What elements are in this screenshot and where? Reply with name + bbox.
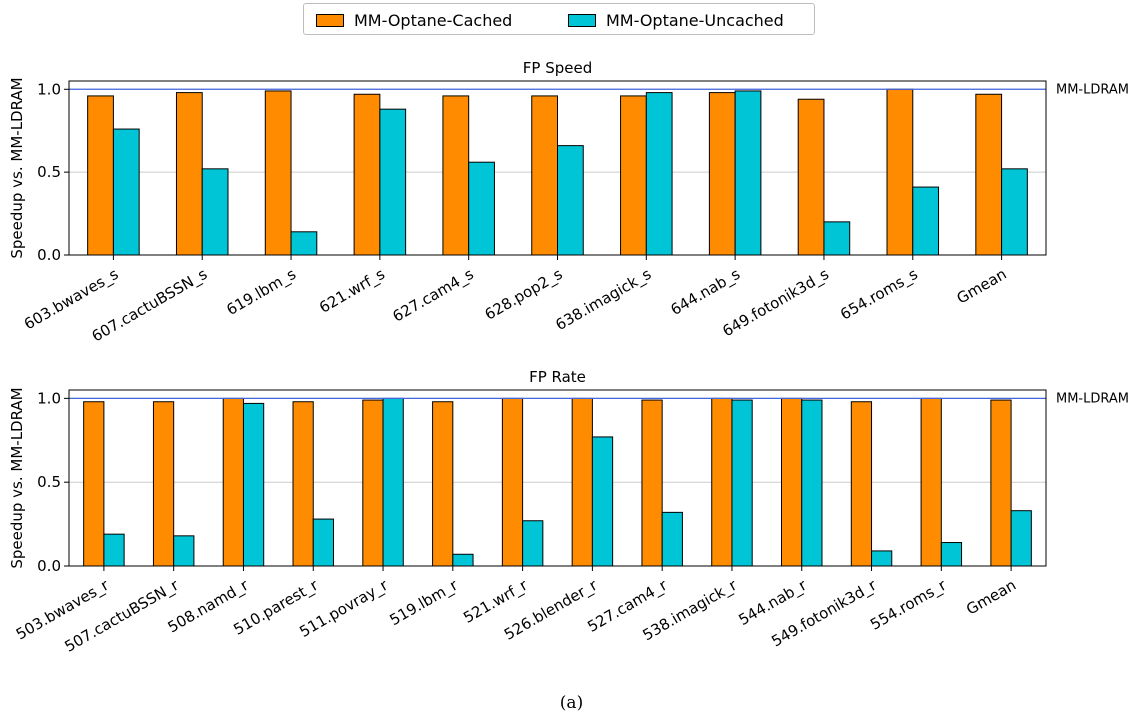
rate-bar-uncached-13 xyxy=(1010,510,1032,567)
speed-xtick-label: 654.roms_s xyxy=(837,265,921,325)
rate-bar-cached-9 xyxy=(711,397,733,567)
figure-caption: (a) xyxy=(559,693,584,713)
speed-bar-uncached-6 xyxy=(645,92,673,256)
speed-bar-uncached-5 xyxy=(557,145,584,256)
speed-ytick-label: 1.0 xyxy=(37,80,61,98)
rate-bar-uncached-10 xyxy=(801,399,823,567)
rate-xtick-label: 507.cactuBSSN_r xyxy=(61,575,182,656)
speed-bar-cached-0 xyxy=(87,95,114,256)
rate-ytick-label: 0.5 xyxy=(37,473,61,491)
speed-bar-cached-7 xyxy=(708,92,736,256)
rate-ylabel: Speedup vs. MM-LDRAM xyxy=(8,387,26,568)
rate-bar-uncached-5 xyxy=(452,553,474,567)
speed-bar-cached-6 xyxy=(620,95,647,256)
speed-reference-label: MM-LDRAM xyxy=(1056,82,1129,97)
rate-bar-cached-1 xyxy=(152,401,175,567)
rate-title: FP Rate xyxy=(529,368,586,386)
rate-bar-uncached-2 xyxy=(242,402,265,567)
rate-bar-uncached-8 xyxy=(661,511,683,567)
speed-bar-uncached-8 xyxy=(823,221,851,256)
speed-xtick-label: Gmean xyxy=(954,265,1010,308)
rate-bar-cached-4 xyxy=(362,399,384,567)
speed-ylabel: Speedup vs. MM-LDRAM xyxy=(8,77,26,258)
rate-bar-cached-0 xyxy=(83,401,105,567)
speed-bar-uncached-10 xyxy=(1001,168,1028,256)
rate-xtick-label: 519.lbm_r xyxy=(387,575,462,630)
rate-bar-cached-3 xyxy=(292,401,314,567)
rate-bar-cached-11 xyxy=(850,401,873,567)
rate-ytick-label: 0.0 xyxy=(37,557,61,575)
speed-bar-cached-1 xyxy=(175,92,203,256)
legend-item-uncached: MM-Optane-Uncached xyxy=(568,10,784,30)
rate-bar-cached-10 xyxy=(781,397,803,567)
legend-item-cached: MM-Optane-Cached xyxy=(316,10,512,30)
rate-bar-uncached-0 xyxy=(103,533,125,567)
speed-bar-cached-4 xyxy=(442,95,470,256)
speed-bar-uncached-3 xyxy=(379,108,407,256)
speed-ytick-label: 0.0 xyxy=(37,246,61,264)
rate-bar-uncached-1 xyxy=(173,535,195,567)
speed-xtick-label: 628.pop2_s xyxy=(482,265,567,325)
speed-bar-cached-3 xyxy=(353,93,381,256)
rate-bar-uncached-4 xyxy=(382,397,404,567)
speed-bar-uncached-0 xyxy=(112,128,140,256)
speed-bar-uncached-7 xyxy=(734,90,762,256)
rate-reference-label: MM-LDRAM xyxy=(1056,391,1129,406)
speed-xtick-label: 619.lbm_s xyxy=(223,265,299,320)
speed-xtick-label: 638.imagick_s xyxy=(552,265,655,335)
legend: MM-Optane-Cached MM-Optane-Uncached xyxy=(303,3,815,35)
speed-ytick-label: 0.5 xyxy=(37,163,61,181)
speed-bar-uncached-9 xyxy=(912,186,940,256)
rate-bar-cached-12 xyxy=(920,397,942,567)
legend-swatch-uncached xyxy=(568,13,596,27)
speed-bar-uncached-1 xyxy=(201,168,229,256)
speed-bar-cached-2 xyxy=(264,90,292,256)
speed-xtick-label: 644.nab_s xyxy=(668,265,744,320)
rate-xtick-label: 554.roms_r xyxy=(867,575,950,634)
speed-bar-cached-8 xyxy=(797,98,825,256)
speed-xtick-label: 621.wrf_s xyxy=(316,265,388,318)
legend-label-cached: MM-Optane-Cached xyxy=(354,10,513,30)
rate-bar-uncached-6 xyxy=(522,520,544,567)
rate-ytick-label: 1.0 xyxy=(37,389,61,407)
speed-bar-cached-5 xyxy=(531,95,559,256)
rate-bar-uncached-12 xyxy=(940,542,963,567)
speed-bar-cached-10 xyxy=(975,93,1003,256)
rate-bar-cached-2 xyxy=(222,397,244,567)
legend-label-uncached: MM-Optane-Uncached xyxy=(606,10,784,30)
speed-title: FP Speed xyxy=(523,59,592,77)
rate-bar-uncached-9 xyxy=(731,399,753,567)
rate-bar-uncached-7 xyxy=(591,436,614,567)
rate-bar-cached-7 xyxy=(571,397,593,567)
rate-xtick-label: Gmean xyxy=(963,576,1019,619)
rate-bar-cached-8 xyxy=(641,399,663,567)
rate-axes-frame xyxy=(68,389,1047,567)
speed-bar-cached-9 xyxy=(886,88,914,256)
rate-bar-cached-6 xyxy=(501,397,524,567)
rate-bar-cached-5 xyxy=(432,401,454,567)
speed-xtick-label: 627.cam4_s xyxy=(389,265,477,327)
rate-bar-uncached-3 xyxy=(312,518,334,567)
rate-bar-uncached-11 xyxy=(871,550,893,567)
rate-bar-cached-13 xyxy=(990,399,1012,567)
speed-bar-uncached-4 xyxy=(468,161,495,256)
speed-bar-uncached-2 xyxy=(290,231,318,256)
legend-swatch-cached xyxy=(316,13,344,27)
